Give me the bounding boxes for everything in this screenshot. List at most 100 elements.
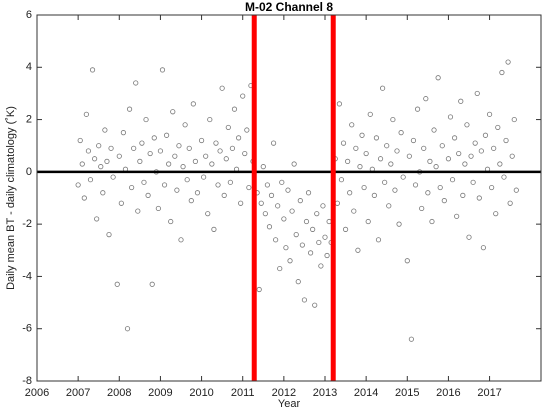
point (180, 164, 186, 170)
y-tick-label: 4 (26, 61, 32, 73)
point (303, 218, 310, 225)
x-tick-label: 2009 (148, 387, 172, 399)
point (135, 208, 141, 214)
point (262, 211, 268, 217)
point (511, 116, 517, 123)
point (312, 302, 318, 308)
point (423, 96, 429, 102)
point (396, 221, 402, 227)
point (281, 216, 287, 222)
point (293, 232, 299, 238)
point (501, 174, 507, 180)
point (486, 111, 493, 117)
point (275, 203, 281, 209)
point (238, 200, 244, 206)
point (217, 148, 223, 154)
x-tick-label: 2017 (477, 387, 501, 399)
point (454, 213, 460, 219)
point (474, 90, 480, 97)
point (513, 187, 519, 193)
point (244, 127, 250, 133)
point (291, 161, 297, 167)
point (289, 208, 295, 214)
point (137, 158, 143, 164)
point (203, 153, 209, 159)
point (192, 158, 198, 164)
y-tick-label: -6 (22, 323, 32, 335)
point (412, 182, 419, 188)
point (231, 106, 238, 112)
point (129, 184, 135, 191)
point (87, 177, 94, 183)
point (318, 263, 324, 269)
point (104, 158, 110, 164)
point (161, 182, 168, 188)
point (102, 127, 108, 133)
point (439, 143, 445, 149)
point (355, 247, 361, 253)
point (236, 135, 242, 141)
point (472, 140, 478, 146)
point (359, 132, 365, 138)
point (211, 226, 217, 232)
point (371, 192, 377, 198)
point (375, 237, 382, 243)
point (351, 208, 357, 214)
x-tick-label: 2016 (436, 387, 460, 399)
point (388, 161, 394, 167)
point (178, 237, 184, 243)
point (340, 140, 347, 146)
point (421, 145, 427, 151)
point (141, 179, 147, 185)
point (209, 161, 215, 167)
point (400, 174, 406, 180)
point (449, 177, 456, 183)
point (394, 148, 400, 154)
x-tick-label: 2015 (395, 387, 419, 399)
point (213, 140, 219, 146)
point (159, 67, 166, 73)
point (491, 145, 497, 151)
point (94, 216, 100, 222)
y-tick-label: 0 (26, 166, 32, 178)
point (379, 85, 386, 91)
x-tick-label: 2013 (313, 387, 337, 399)
point (495, 124, 501, 131)
point (126, 106, 133, 112)
point (503, 137, 509, 144)
point (464, 122, 470, 128)
point (106, 232, 112, 238)
y-tick-label: -4 (22, 270, 32, 282)
point (310, 226, 316, 232)
point (264, 182, 270, 188)
point (431, 127, 437, 133)
point (201, 174, 207, 180)
point (499, 69, 505, 76)
point (342, 226, 349, 232)
point (172, 153, 178, 159)
point (509, 153, 515, 159)
point (114, 281, 120, 287)
point (384, 143, 390, 149)
point (81, 195, 87, 201)
point (227, 179, 233, 185)
point (108, 145, 114, 151)
point (435, 75, 441, 81)
point (295, 279, 301, 285)
point (145, 192, 151, 198)
point (225, 124, 231, 131)
point (305, 190, 312, 196)
point (299, 242, 305, 248)
point (451, 135, 458, 141)
point (316, 239, 322, 246)
point (260, 164, 266, 170)
point (285, 187, 291, 193)
x-tick-label: 2012 (272, 387, 296, 399)
y-tick-label: -8 (22, 375, 32, 387)
point (182, 122, 188, 128)
point (336, 101, 342, 107)
point (184, 177, 190, 183)
point (476, 195, 482, 201)
point (425, 190, 431, 196)
point (151, 135, 157, 141)
